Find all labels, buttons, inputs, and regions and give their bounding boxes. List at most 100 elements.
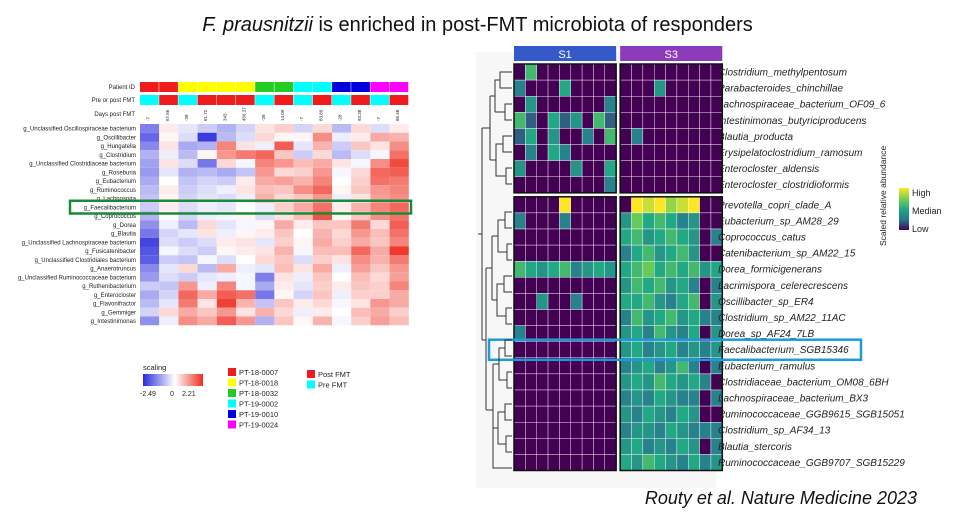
heatmap-cell [581, 63, 594, 81]
annotation-label-pre-post: Pre or post FMT [92, 98, 136, 104]
patient-id-cell [236, 82, 255, 92]
heatmap-cell [593, 228, 606, 246]
heatmap-cell [197, 159, 217, 168]
heatmap-cell [619, 293, 632, 310]
heatmap-cell [312, 185, 332, 194]
heatmap-cell [274, 255, 294, 264]
heatmap-cell [513, 405, 526, 423]
heatmap-cell [593, 160, 606, 177]
heatmap-cell [619, 309, 632, 326]
heatmap-cell [654, 212, 666, 230]
heatmap-cell [255, 290, 275, 299]
heatmap-cell [559, 79, 571, 97]
patient-id-cell [389, 82, 409, 92]
heatmap-cell [255, 246, 275, 256]
patient-id-cell [197, 82, 217, 92]
heatmap-cell [274, 264, 294, 273]
species-row-label: Eubacterium_ramulus [718, 361, 815, 372]
heatmap-cell [274, 124, 294, 133]
heatmap-cell [619, 144, 632, 161]
heatmap-cell [312, 255, 332, 264]
heatmap-cell [631, 196, 644, 214]
legend-min-label: -2.49 [140, 391, 156, 398]
heatmap-cell [236, 307, 256, 317]
heatmap-cell [255, 272, 275, 282]
heatmap-cell [293, 316, 313, 326]
heatmap-cell [216, 299, 236, 308]
heatmap-cell [536, 341, 549, 359]
heatmap-cell [665, 212, 678, 230]
heatmap-cell [159, 167, 179, 177]
heatmap-cell [140, 194, 160, 203]
fmt-legend-label: Pre FMT [318, 381, 348, 390]
heatmap-cell [547, 228, 560, 246]
legend-color-bar [899, 188, 909, 230]
heatmap-cell [581, 454, 594, 471]
heatmap-cell [619, 422, 632, 439]
heatmap-cell [178, 150, 198, 159]
heatmap-cell [559, 422, 571, 439]
heatmap-cell [604, 405, 617, 423]
heatmap-cell [197, 194, 217, 203]
heatmap-cell [140, 132, 160, 142]
heatmap-cell [159, 307, 179, 317]
heatmap-cell [699, 228, 712, 246]
heatmap-cell [159, 150, 179, 159]
heatmap-cell [631, 373, 644, 391]
heatmap-cell [255, 167, 275, 177]
heatmap-cell [370, 290, 390, 299]
species-row-label: Prevotella_copri_clade_A [718, 200, 832, 211]
species-row-label: Enterocloster_clostridioformis [718, 180, 849, 191]
heatmap-cell [593, 373, 606, 391]
heatmap-cell [236, 316, 256, 326]
heatmap-cell [370, 211, 390, 221]
heatmap-cell [665, 144, 678, 161]
heatmap-cell [140, 124, 160, 133]
heatmap-cell [536, 405, 549, 423]
heatmap-cell [370, 141, 390, 151]
heatmap-cell [216, 307, 236, 317]
heatmap-cell [197, 141, 217, 151]
heatmap-cell [236, 220, 256, 229]
heatmap-cell [178, 124, 198, 133]
heatmap-cell [255, 202, 275, 212]
heatmap-cell [513, 293, 526, 310]
heatmap-cell [604, 261, 617, 278]
heatmap-cell [631, 438, 644, 455]
heatmap-cell [293, 290, 313, 299]
heatmap-cell [536, 422, 549, 439]
row-label: g_Gemmiger [101, 310, 136, 316]
heatmap-cell [159, 132, 179, 142]
heatmap-cell [370, 159, 390, 168]
heatmap-cell [676, 112, 689, 129]
heatmap-cell [699, 405, 712, 423]
row-label: g_Faecalibacterium [84, 205, 136, 211]
heatmap-cell [293, 150, 313, 159]
heatmap-cell [370, 167, 390, 177]
heatmap-cell [559, 63, 571, 81]
heatmap-cell [604, 438, 617, 455]
heatmap-cell [699, 212, 712, 230]
heatmap-cell [525, 112, 537, 129]
heatmap-cell [293, 281, 313, 291]
heatmap-cell [178, 211, 198, 221]
heatmap-cell [389, 255, 409, 264]
heatmap-cell [593, 277, 606, 294]
heatmap-cell [159, 237, 179, 247]
heatmap-cell [581, 373, 594, 391]
heatmap-cell [593, 422, 606, 439]
heatmap-cell [370, 237, 390, 247]
heatmap-cell [536, 228, 549, 246]
heatmap-cell [293, 185, 313, 194]
heatmap-cell [688, 112, 700, 129]
heatmap-cell [236, 264, 256, 273]
species-row-label: Blautia_stercoris [718, 442, 792, 453]
heatmap-cell [665, 176, 678, 193]
heatmap-cell [665, 277, 678, 294]
fmt-legend-swatch [307, 370, 315, 378]
heatmap-cell [178, 185, 198, 194]
days-post-fmt-label: 83.89 [318, 109, 323, 121]
heatmap-cell [676, 228, 689, 246]
heatmap-cell [274, 132, 294, 142]
heatmap-cell [293, 167, 313, 177]
